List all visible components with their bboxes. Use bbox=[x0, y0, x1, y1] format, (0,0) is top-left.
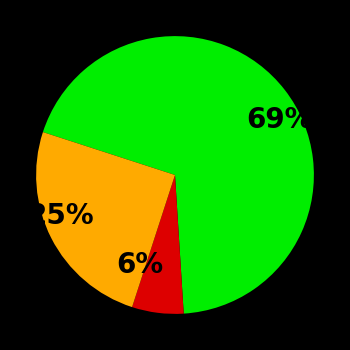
Wedge shape bbox=[132, 175, 184, 314]
Text: 25%: 25% bbox=[28, 202, 94, 230]
Wedge shape bbox=[43, 36, 314, 314]
Text: 6%: 6% bbox=[117, 251, 164, 279]
Wedge shape bbox=[36, 132, 175, 307]
Text: 69%: 69% bbox=[246, 106, 313, 134]
